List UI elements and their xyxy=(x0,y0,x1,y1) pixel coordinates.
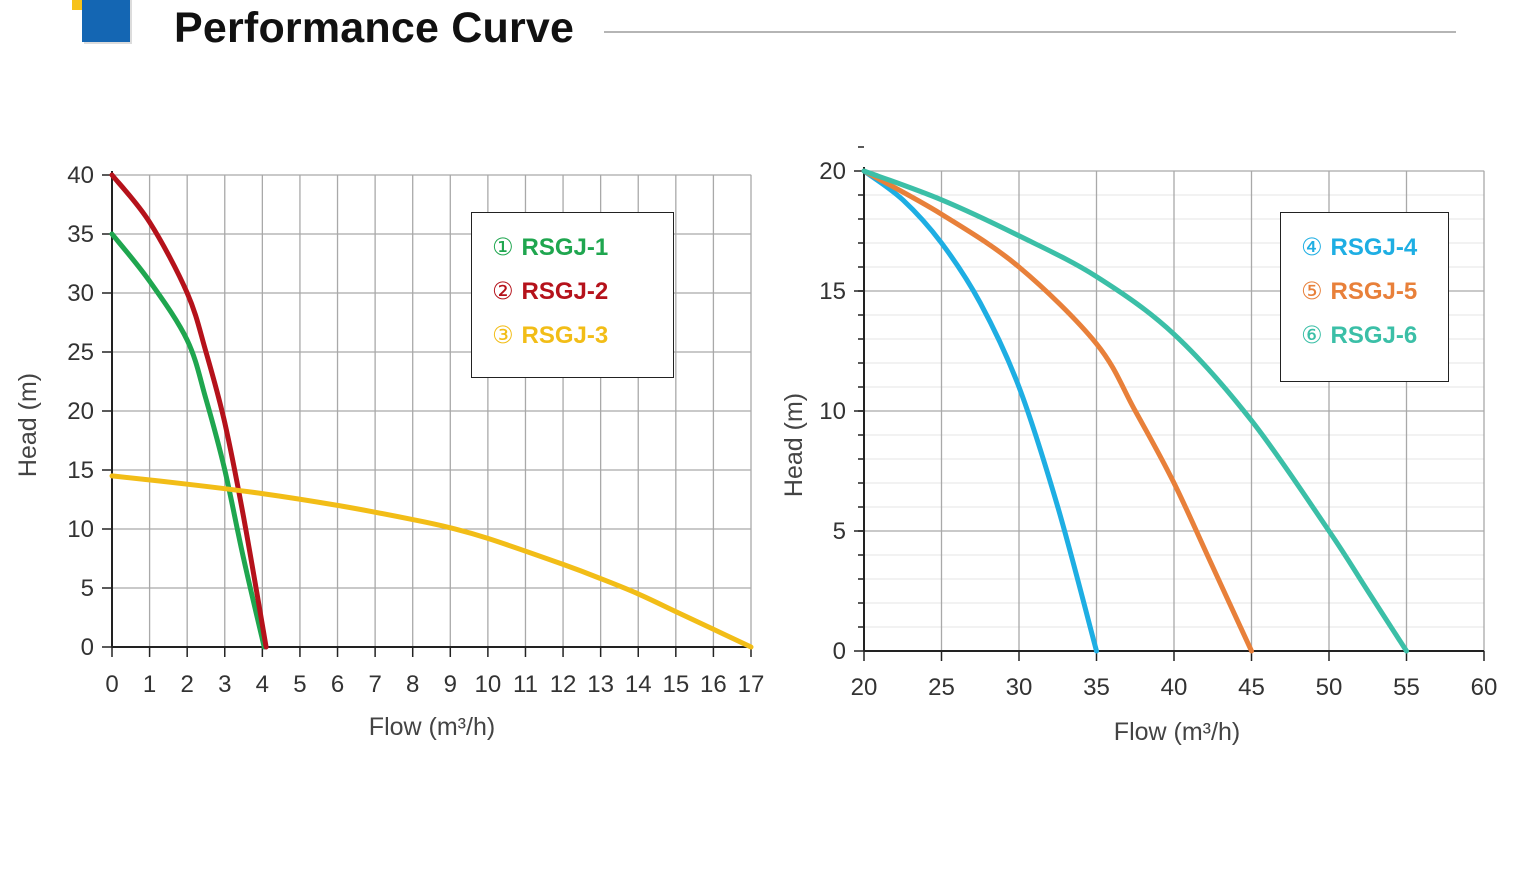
legend-chart-2: ④ RSGJ-4 ⑤ RSGJ-5 ⑥ RSGJ-6 xyxy=(1280,212,1449,382)
x-tick-label: 10 xyxy=(475,671,502,698)
x-tick-label: 25 xyxy=(928,674,955,701)
y-axis-label: Head (m) xyxy=(780,393,808,497)
legend-marker: ④ xyxy=(1301,233,1323,261)
x-tick-label: 45 xyxy=(1238,674,1265,701)
series-line-rsgj-5 xyxy=(861,168,1254,654)
x-tick-label: 9 xyxy=(444,671,457,698)
brand-logo-icon xyxy=(72,0,132,44)
series-line-rsgj-3 xyxy=(109,473,754,650)
y-tick-label: 5 xyxy=(833,518,846,545)
legend-item-rsgj-6: ⑥ RSGJ-6 xyxy=(1301,321,1417,350)
legend-marker: ① xyxy=(492,233,514,261)
legend-item-rsgj-1: ① RSGJ-1 xyxy=(492,233,608,262)
legend-label: RSGJ-5 xyxy=(1330,278,1418,305)
x-tick-label: 11 xyxy=(513,671,538,698)
x-tick-label: 5 xyxy=(293,671,306,698)
legend-marker: ③ xyxy=(492,321,514,349)
legend-label: RSGJ-6 xyxy=(1330,322,1418,349)
series-line-rsgj-6 xyxy=(861,168,1409,654)
x-tick-label: 3 xyxy=(218,671,231,698)
x-tick-label: 6 xyxy=(331,671,344,698)
y-tick-label: 15 xyxy=(819,278,846,305)
y-axis-label: Head (m) xyxy=(14,373,42,477)
y-tick-label: 20 xyxy=(67,398,94,425)
x-tick-label: 15 xyxy=(662,671,689,698)
legend-label: RSGJ-3 xyxy=(521,322,609,349)
x-tick-label: 0 xyxy=(105,671,118,698)
x-tick-label: 35 xyxy=(1083,674,1110,701)
legend-item-rsgj-5: ⑤ RSGJ-5 xyxy=(1301,277,1417,306)
y-tick-label: 10 xyxy=(67,516,94,543)
x-tick-label: 20 xyxy=(851,674,878,701)
x-tick-label: 55 xyxy=(1393,674,1420,701)
legend-label: RSGJ-4 xyxy=(1330,234,1418,261)
x-tick-label: 60 xyxy=(1471,674,1498,701)
y-tick-label: 15 xyxy=(67,457,94,484)
legend-marker: ⑥ xyxy=(1301,321,1323,349)
x-tick-label: 13 xyxy=(587,671,614,698)
x-tick-label: 17 xyxy=(738,671,765,698)
x-tick-label: 16 xyxy=(700,671,727,698)
x-tick-label: 2 xyxy=(180,671,193,698)
y-tick-label: 35 xyxy=(67,221,94,248)
y-tick-label: 0 xyxy=(833,638,846,665)
y-tick-label: 10 xyxy=(819,398,846,425)
y-tick-label: 0 xyxy=(81,634,94,661)
x-tick-label: 12 xyxy=(550,671,577,698)
page-title: Performance Curve xyxy=(174,4,575,52)
x-tick-label: 40 xyxy=(1161,674,1188,701)
legend-label: RSGJ-2 xyxy=(521,278,609,305)
title-divider xyxy=(604,31,1456,33)
series-line-rsgj-4 xyxy=(861,168,1099,654)
y-tick-label: 25 xyxy=(67,339,94,366)
legend-marker: ② xyxy=(492,277,514,305)
y-tick-label: 5 xyxy=(81,575,94,602)
legend-item-rsgj-2: ② RSGJ-2 xyxy=(492,277,608,306)
x-tick-label: 4 xyxy=(256,671,269,698)
x-axis-label: Flow (m³/h) xyxy=(1114,718,1240,746)
x-tick-label: 50 xyxy=(1316,674,1343,701)
x-tick-label: 14 xyxy=(625,671,652,698)
x-tick-label: 30 xyxy=(1006,674,1033,701)
y-tick-label: 40 xyxy=(67,162,94,189)
series-line-rsgj-1 xyxy=(109,231,267,650)
legend-label: RSGJ-1 xyxy=(521,234,609,261)
x-tick-label: 7 xyxy=(368,671,381,698)
x-axis-label: Flow (m³/h) xyxy=(369,713,495,741)
y-tick-label: 30 xyxy=(67,280,94,307)
y-tick-label: 20 xyxy=(819,158,846,185)
legend-item-rsgj-3: ③ RSGJ-3 xyxy=(492,321,608,350)
series-line-rsgj-2 xyxy=(109,172,269,650)
x-tick-label: 8 xyxy=(406,671,419,698)
legend-item-rsgj-4: ④ RSGJ-4 xyxy=(1301,233,1417,262)
legend-chart-1: ① RSGJ-1 ② RSGJ-2 ③ RSGJ-3 xyxy=(471,212,674,378)
legend-marker: ⑤ xyxy=(1301,277,1323,305)
x-tick-label: 1 xyxy=(143,671,156,698)
